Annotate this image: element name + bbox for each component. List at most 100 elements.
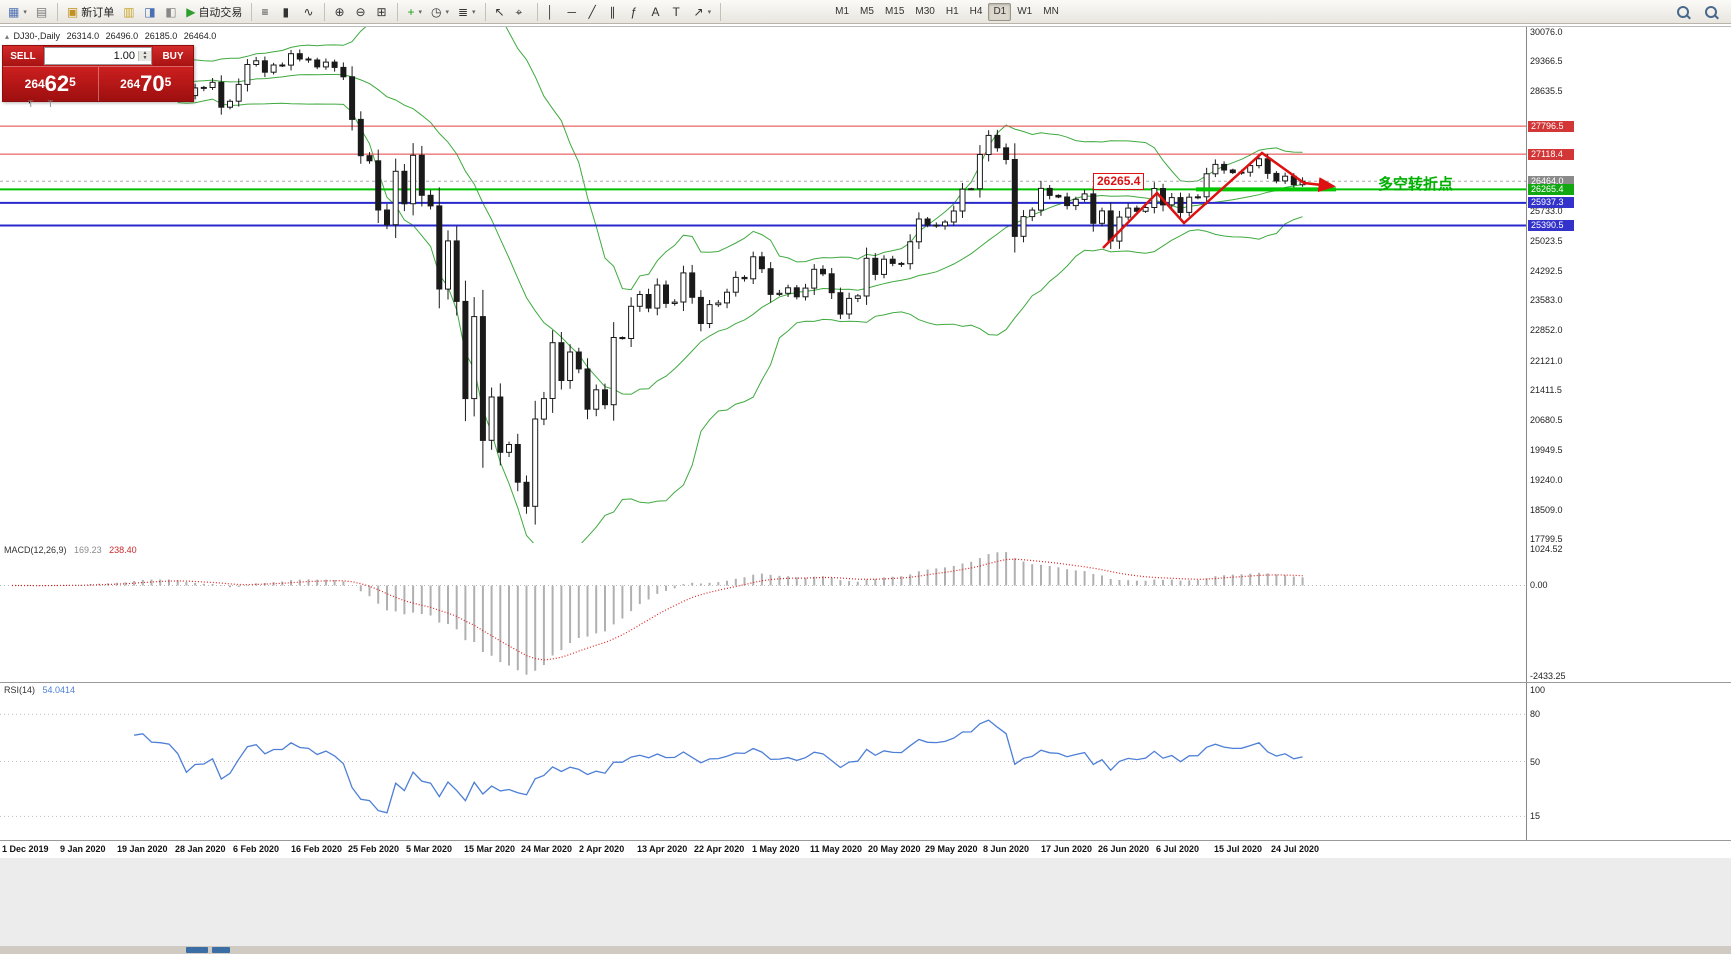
ohlc-close: 26464.0 bbox=[183, 31, 217, 41]
candle bbox=[1011, 159, 1018, 237]
candle bbox=[314, 59, 321, 68]
rsi-tick: 100 bbox=[1530, 685, 1546, 695]
date-label: 13 Apr 2020 bbox=[637, 844, 688, 854]
macd-pane[interactable]: MACD(12,26,9) 169.23 238.40 1024.52 0.00 -… bbox=[0, 543, 1731, 683]
periods-button[interactable]: ◷ ▾ bbox=[427, 2, 453, 22]
candle bbox=[663, 284, 669, 304]
trendline-icon: ╱ bbox=[588, 4, 596, 19]
sell-price[interactable]: 264 62 5 bbox=[3, 67, 98, 101]
timeframe-h1[interactable]: H1 bbox=[941, 3, 964, 21]
candle bbox=[654, 284, 661, 309]
macd-tick: -2433.25 bbox=[1530, 671, 1566, 681]
buy-button[interactable]: BUY bbox=[153, 46, 193, 66]
volume-up-button[interactable]: ▲ bbox=[139, 51, 151, 56]
buy-price[interactable]: 264 70 5 bbox=[97, 67, 193, 101]
timeframe-m15[interactable]: M15 bbox=[880, 3, 909, 21]
chevron-down-icon: ▾ bbox=[707, 8, 712, 16]
crosshair-button[interactable]: ⌖ bbox=[512, 2, 532, 22]
candlestick-chart-button[interactable]: ▮ bbox=[278, 2, 298, 22]
horizontal-line-button[interactable]: ─ bbox=[564, 2, 584, 22]
tile-windows-button[interactable]: ⊞ bbox=[372, 2, 392, 22]
date-label: 6 Jul 2020 bbox=[1156, 844, 1200, 854]
sell-button[interactable]: SELL bbox=[3, 46, 43, 66]
date-label: 9 Jan 2020 bbox=[60, 844, 106, 854]
indicators-button[interactable]: + ▾ bbox=[403, 2, 426, 22]
toolbar-separator bbox=[251, 2, 253, 21]
rsi-tick: 50 bbox=[1530, 757, 1541, 767]
candle bbox=[933, 224, 940, 227]
date-label: 29 May 2020 bbox=[925, 844, 978, 854]
volume-input[interactable]: 1.00 ▲ ▼ bbox=[44, 47, 152, 65]
templates-icon: ≣ bbox=[457, 4, 469, 19]
timeframe-h4[interactable]: H4 bbox=[965, 3, 988, 21]
candle bbox=[767, 268, 774, 295]
navigator-button[interactable]: ◧ bbox=[161, 2, 181, 22]
trade-markers: T T bbox=[28, 99, 60, 109]
price-badge: 25390.5 bbox=[1528, 220, 1574, 231]
chevron-down-icon: ▾ bbox=[472, 8, 476, 16]
date-label: 1 Dec 2019 bbox=[2, 844, 49, 854]
templates-button[interactable]: ≣ ▾ bbox=[454, 2, 480, 22]
taskbar-item[interactable] bbox=[212, 947, 230, 953]
date-label: 16 Feb 2020 bbox=[291, 844, 343, 854]
timeframe-m5[interactable]: M5 bbox=[855, 3, 879, 21]
main-chart-pane[interactable]: ▴ DJ30-,Daily 26314.0 26496.0 26185.0 26… bbox=[0, 26, 1731, 544]
date-label: 24 Mar 2020 bbox=[521, 844, 573, 854]
price-badge: 25937.3 bbox=[1528, 197, 1574, 208]
search-button[interactable] bbox=[1701, 2, 1721, 22]
chart-info: ▴ DJ30-,Daily 26314.0 26496.0 26185.0 26… bbox=[5, 31, 220, 41]
arrows-button[interactable]: ↗ ▾ bbox=[690, 2, 716, 22]
line-chart-icon: ∿ bbox=[303, 4, 314, 19]
volume-down-button[interactable]: ▼ bbox=[139, 56, 151, 61]
candle bbox=[497, 396, 504, 453]
candle bbox=[1221, 163, 1228, 171]
candle bbox=[846, 297, 853, 315]
volume-value: 1.00 bbox=[113, 50, 135, 62]
rsi-axis-border bbox=[1526, 683, 1527, 840]
text-button[interactable]: A bbox=[648, 2, 668, 22]
crosshair-icon: ⌖ bbox=[515, 4, 523, 19]
price-tick: 30076.0 bbox=[1530, 27, 1563, 37]
price-level-label: 26265.4 bbox=[1093, 173, 1145, 190]
market-watch-button[interactable]: ▥ bbox=[119, 2, 139, 22]
new-chart-icon: ▦ bbox=[8, 4, 20, 19]
timeframe-mn[interactable]: MN bbox=[1038, 3, 1064, 21]
profiles-button[interactable]: ▤ bbox=[32, 2, 52, 22]
zigzag-arrow bbox=[1102, 151, 1336, 249]
timeframe-w1[interactable]: W1 bbox=[1012, 3, 1037, 21]
timeframe-d1[interactable]: D1 bbox=[988, 2, 1012, 21]
search-symbol-button[interactable] bbox=[1673, 2, 1693, 22]
candle bbox=[1229, 169, 1236, 174]
candle bbox=[924, 218, 931, 226]
fibonacci-button[interactable]: ƒ bbox=[627, 2, 647, 22]
zoom-in-button[interactable]: ⊕ bbox=[330, 2, 350, 22]
search-symbol-icon bbox=[1677, 5, 1689, 18]
vertical-line-button[interactable]: │ bbox=[543, 2, 563, 22]
cursor-button[interactable]: ↖ bbox=[491, 2, 511, 22]
trendline-button[interactable]: ╱ bbox=[585, 2, 605, 22]
candle bbox=[898, 262, 905, 265]
data-window-button[interactable]: ◨ bbox=[140, 2, 160, 22]
date-label: 17 Jun 2020 bbox=[1041, 844, 1093, 854]
taskbar-item[interactable] bbox=[186, 947, 208, 953]
line-chart-button[interactable]: ∿ bbox=[299, 2, 319, 22]
new-order-button[interactable]: ▣ 新订单 bbox=[63, 2, 118, 22]
timeframe-m1[interactable]: M1 bbox=[830, 3, 854, 21]
equidistant-channel-button[interactable]: ∥ bbox=[606, 2, 626, 22]
bar-chart-button[interactable]: ≡ bbox=[257, 2, 277, 22]
text-label-button[interactable]: T bbox=[669, 2, 689, 22]
candle bbox=[889, 258, 896, 264]
zoom-out-button[interactable]: ⊖ bbox=[351, 2, 371, 22]
new-chart-button[interactable]: ▦ ▾ bbox=[4, 2, 31, 22]
date-label: 24 Jul 2020 bbox=[1271, 844, 1320, 854]
candle bbox=[854, 295, 861, 299]
candle bbox=[758, 256, 765, 270]
auto-trading-button[interactable]: ▶ 自动交易 bbox=[182, 2, 246, 22]
candle bbox=[628, 305, 635, 339]
candle bbox=[427, 194, 434, 207]
date-label: 8 Jun 2020 bbox=[983, 844, 1030, 854]
rsi-pane[interactable]: RSI(14) 54.0414 100 80 50 15 bbox=[0, 683, 1731, 841]
candlestick-chart[interactable] bbox=[0, 27, 1526, 543]
timeframe-m30[interactable]: M30 bbox=[910, 3, 939, 21]
